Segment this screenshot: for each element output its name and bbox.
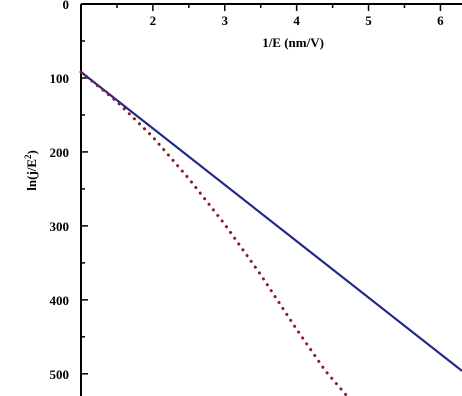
series-line-solid <box>80 71 462 372</box>
x-tick-label: 3 <box>222 13 229 28</box>
x-tick-label: 4 <box>293 13 300 28</box>
y-tick-label: 100 <box>50 71 70 86</box>
y-tick-label: 400 <box>50 293 70 308</box>
y-tick-label: 200 <box>50 145 70 160</box>
x-axis-ticks: 2 3 4 5 6 <box>80 4 444 28</box>
series-layer <box>79 70 462 396</box>
y-axis-ticks: 0 100 200 300 400 500 <box>50 0 88 382</box>
x-tick-label: 6 <box>437 13 444 28</box>
x-axis-label: 1/E (nm/V) <box>262 35 324 50</box>
series-line-dotted <box>79 70 349 396</box>
x-tick-label: 5 <box>365 13 372 28</box>
y-tick-label: 300 <box>50 219 70 234</box>
axes <box>80 3 462 396</box>
y-axis-label: ln(j/E2) <box>23 150 39 191</box>
x-tick-label: 2 <box>150 13 157 28</box>
y-tick-label: 0 <box>63 0 70 12</box>
y-tick-label: 500 <box>50 367 70 382</box>
